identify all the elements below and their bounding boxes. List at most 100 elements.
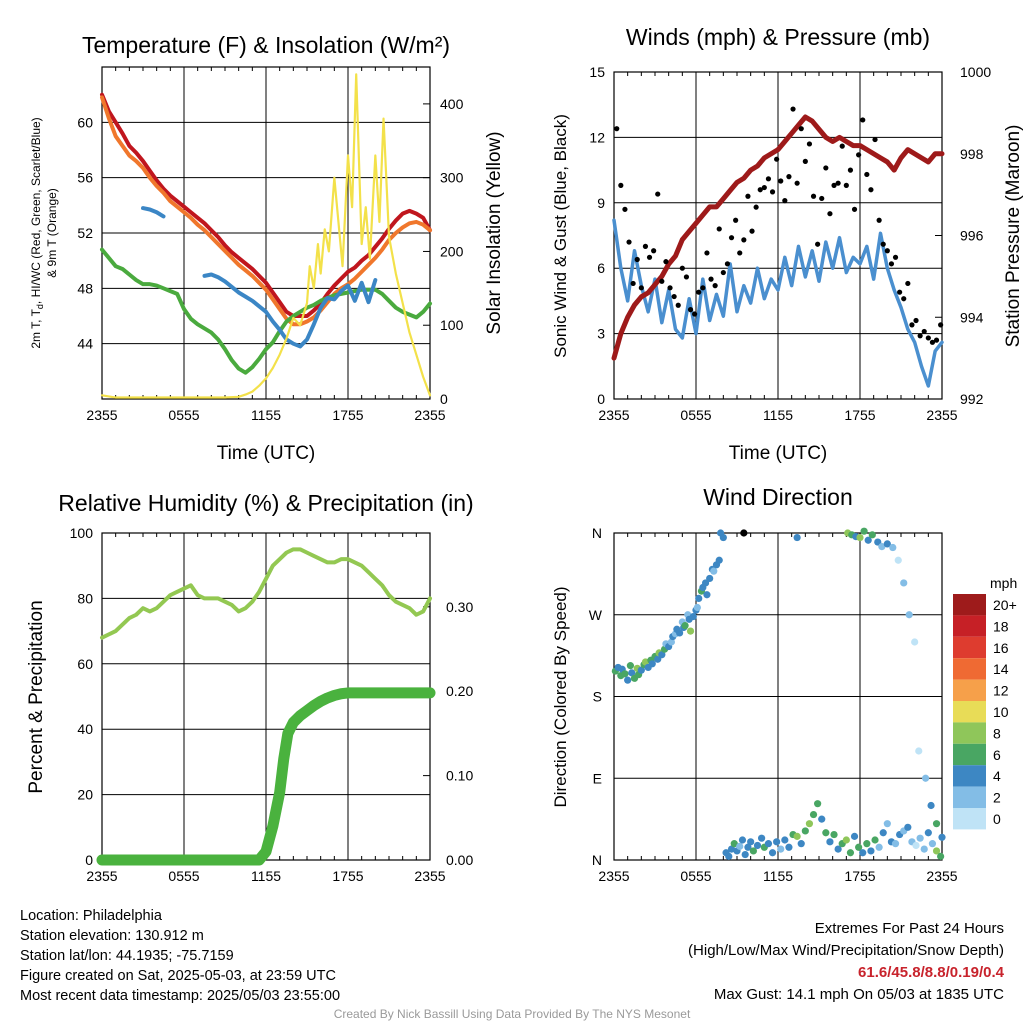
dir-point: [850, 832, 859, 840]
dir-point: [637, 666, 645, 674]
wind-gust-point: [774, 156, 780, 162]
temp-series-5: [100, 73, 432, 399]
temp-ylabel-part: 2m T, T: [29, 308, 43, 348]
dir-point: [905, 611, 913, 619]
dir-point: [937, 852, 945, 860]
rh-y2tick-label: 0.00: [446, 852, 473, 868]
legend-swatch: [953, 786, 986, 808]
wind-gust-point: [892, 254, 899, 260]
dir-point: [703, 591, 711, 599]
wind-gust-point: [897, 289, 903, 295]
legend-label: 0: [993, 811, 1001, 827]
wind-gust-point: [626, 239, 632, 245]
rh-ylabel: Percent & Precipitation: [26, 600, 47, 793]
temp-y2label: Solar Insolation (Yellow): [484, 131, 505, 334]
rh-y2tick-label: 0.10: [446, 768, 473, 784]
dir-point: [744, 843, 752, 851]
wind-y2tick-label: 1000: [960, 64, 991, 80]
dir-point: [648, 660, 656, 668]
rh-xtick-label: 0555: [168, 868, 199, 884]
wind-xtick-label: 2355: [598, 407, 629, 423]
dir-point: [891, 840, 900, 848]
dir-point: [736, 842, 744, 850]
extremes-info: Extremes For Past 24 Hours (High/Low/Max…: [688, 918, 1004, 1006]
wind-gust-point: [622, 206, 628, 212]
dir-point: [747, 838, 755, 846]
rh-series-0: [100, 547, 432, 640]
rh-xtick-label: 1755: [332, 868, 363, 884]
rh-title: Relative Humidity (%) & Precipitation (i…: [58, 490, 473, 516]
dir-point: [863, 840, 871, 848]
wind-gust-point: [712, 283, 718, 289]
dir-point: [781, 836, 789, 844]
temp-y2tick-label: 300: [440, 170, 464, 186]
dir-point: [753, 841, 762, 850]
wind-gust-point: [933, 337, 940, 343]
wind-gust-point: [827, 211, 833, 217]
dir-point: [676, 629, 684, 637]
dir-point: [730, 840, 738, 848]
wind-gust-point: [888, 261, 895, 267]
dir-point: [879, 829, 887, 837]
legend-label: 4: [993, 768, 1001, 784]
wind-gust-point: [757, 187, 763, 193]
legend-swatch: [953, 594, 986, 616]
extremes-values: 61.6/45.8/8.8/0.19/0.4: [858, 964, 1004, 981]
extremes-legend: (High/Low/Max Wind/Precipitation/Snow De…: [688, 942, 1004, 959]
wind-gust-point: [901, 296, 907, 302]
wind-gust-point: [692, 311, 698, 317]
dir-point: [818, 815, 826, 823]
dir-point: [859, 849, 867, 857]
wind-gust-point: [671, 293, 677, 300]
elevation-text: Station elevation: 130.912 m: [20, 928, 204, 944]
legend-label: 12: [993, 683, 1009, 699]
wind-gust-point: [679, 265, 685, 271]
temp-y2tick-label: 100: [440, 317, 464, 333]
wind-gust-point: [704, 250, 710, 256]
dir-point: [860, 527, 868, 535]
dir-point: [758, 834, 766, 842]
wind-gust-point: [696, 289, 702, 295]
wind-gust-point: [749, 228, 755, 234]
wind-xtick-label: 0555: [680, 407, 711, 423]
wind-ytick-label: 12: [589, 129, 605, 145]
rh-ytick-label: 40: [77, 721, 93, 737]
dir-ytick-label: N: [592, 525, 602, 541]
wind-gust-point: [745, 193, 751, 199]
wind-gust-point: [831, 182, 837, 188]
wind-gust-point: [728, 235, 735, 241]
wind-gust-point: [856, 152, 862, 158]
dir-point: [878, 543, 886, 551]
dir-point: [889, 543, 897, 552]
wind-ytick-label: 6: [597, 260, 605, 276]
dir-xtick-label: 0555: [680, 868, 711, 884]
wind-gust-point: [843, 182, 849, 188]
dir-point: [624, 676, 632, 684]
wind-gust-point: [921, 328, 927, 335]
dir-point: [883, 820, 891, 828]
rh-ytick-label: 80: [77, 590, 93, 606]
wind-ylabel: Sonic Wind & Gust (Blue, Black): [551, 114, 570, 358]
temp-series-4: [202, 272, 378, 349]
temp-series-0: [100, 92, 432, 318]
legend-label: 20+: [993, 597, 1017, 613]
wind-y2tick-label: 992: [960, 391, 984, 407]
dir-point: [621, 670, 629, 678]
dir-point: [916, 834, 924, 842]
legend-label: 18: [993, 618, 1009, 634]
dir-ytick-label: N: [592, 852, 602, 868]
wind-gust-point: [860, 117, 866, 123]
dir-point: [667, 638, 676, 646]
legend-swatch: [953, 615, 986, 637]
temp-xtick-label: 2355: [86, 407, 117, 423]
dir-xtick-label: 1755: [844, 868, 875, 884]
wind-gust-point: [618, 182, 624, 188]
wind-gust-point: [659, 278, 665, 284]
temp-ylabel-sub: d: [35, 304, 45, 309]
dir-point: [856, 533, 864, 542]
wind-y2tick-label: 996: [960, 228, 984, 244]
wind-gust-point: [663, 259, 669, 265]
dir-point: [626, 662, 635, 670]
dir-point: [710, 567, 718, 575]
